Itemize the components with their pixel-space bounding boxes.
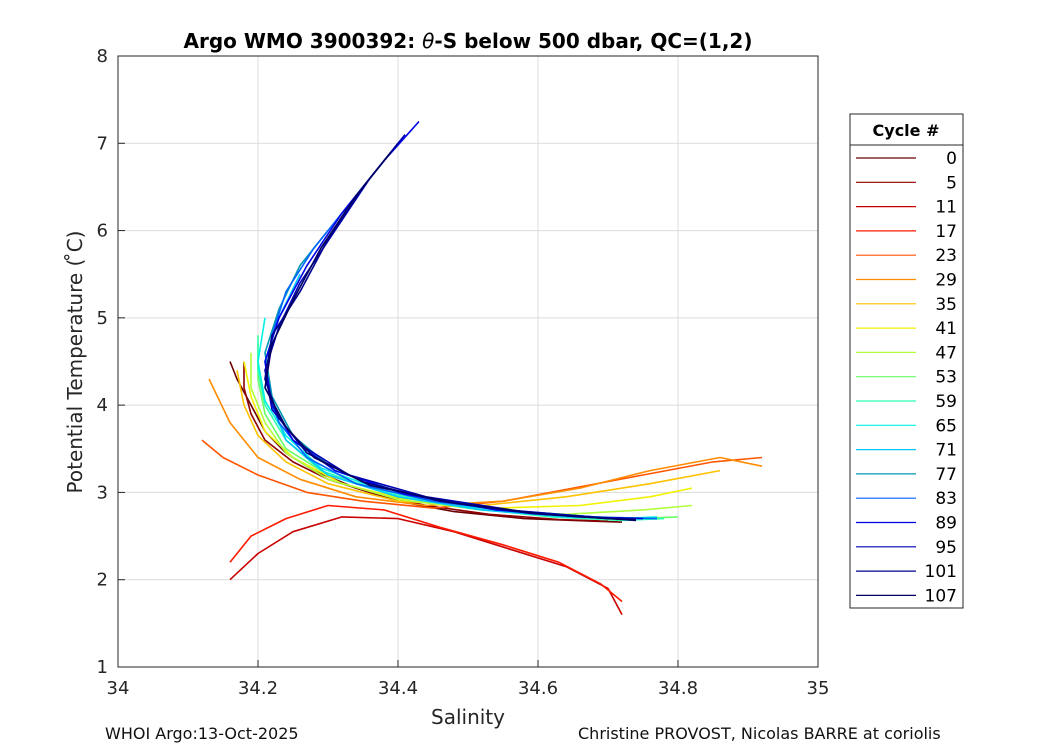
y-tick-label: 2 (97, 570, 108, 591)
legend-entries: 0 5 11 17 23 29 35 41 47 53 59 65 71 77 83 89 95 101 107 (856, 149, 957, 606)
legend-entry-label: 101 (925, 562, 957, 582)
legend-entry-label: 35 (935, 295, 957, 315)
legend-entry-label: 107 (925, 586, 957, 606)
chart-title-suffix: -S below 500 dbar, QC=(1,2) (434, 29, 752, 53)
x-tick-label: 34.2 (238, 678, 278, 699)
series-line-cycle-41 (243, 361, 693, 509)
legend-entry-label: 5 (946, 173, 957, 193)
series-line-cycle-23 (201, 439, 763, 509)
chart-title: Argo WMO 3900392: θ-S below 500 dbar, QC… (184, 29, 753, 53)
plot-frame (117, 55, 819, 668)
series-line-cycle-17 (229, 504, 623, 603)
y-tick-label: 4 (97, 395, 108, 416)
legend-entry-label: 0 (946, 149, 957, 169)
footer-right-credit: Christine PROVOST, Nicolas BARRE at cori… (578, 724, 941, 743)
legend-entry-label: 53 (935, 368, 957, 388)
legend-entry-label: 71 (935, 441, 957, 461)
chart-title-prefix: Argo WMO 3900392: (184, 29, 423, 53)
legend-entry-label: 23 (935, 246, 957, 266)
plot-area (118, 56, 818, 667)
x-tick-label: 34.8 (658, 678, 698, 699)
chart-title-theta: θ (422, 29, 434, 53)
footer-left-credit: WHOI Argo:13-Oct-2025 (105, 724, 299, 743)
legend-entry-label: 65 (935, 416, 957, 436)
legend-entry-label: 11 (935, 198, 957, 218)
legend-entry-label: 83 (935, 489, 957, 509)
series-line-cycle-101 (264, 142, 637, 521)
legend-entry-label: 77 (935, 465, 957, 485)
legend-entry-label: 89 (935, 514, 957, 534)
y-tick-label: 7 (97, 133, 108, 154)
legend-entry-label: 95 (935, 538, 957, 558)
series-line-cycle-29 (208, 378, 763, 507)
x-axis-label: Salinity (431, 705, 505, 729)
x-tick-label: 35 (807, 678, 830, 699)
x-tick-label: 34.6 (518, 678, 558, 699)
y-tick-label: 5 (97, 308, 108, 329)
legend-box (849, 113, 964, 609)
series-line-cycle-47 (250, 352, 693, 516)
y-tick-label: 6 (97, 221, 108, 242)
series-line-cycle-107 (264, 151, 637, 522)
legend: Cycle # 0 5 11 17 23 29 35 41 47 53 59 65 71 77 83 89 95… (849, 113, 964, 609)
y-axis-label: Potential Temperature ( ̊C) (63, 231, 87, 494)
legend-entry-label: 41 (935, 319, 957, 339)
series-line-cycle-35 (236, 370, 721, 507)
legend-title: Cycle # (873, 121, 940, 140)
x-tick-label: 34.4 (378, 678, 418, 699)
legend-entry-label: 47 (935, 343, 957, 363)
legend-entry-label: 29 (935, 271, 957, 291)
legend-entry-label: 17 (935, 222, 957, 242)
y-tick-label: 3 (97, 482, 108, 503)
y-tick-label: 8 (97, 46, 108, 67)
legend-entry-label: 59 (935, 392, 957, 412)
x-tick-label: 34 (107, 678, 130, 699)
y-tick-label: 1 (97, 657, 108, 678)
series-layer (201, 120, 763, 615)
